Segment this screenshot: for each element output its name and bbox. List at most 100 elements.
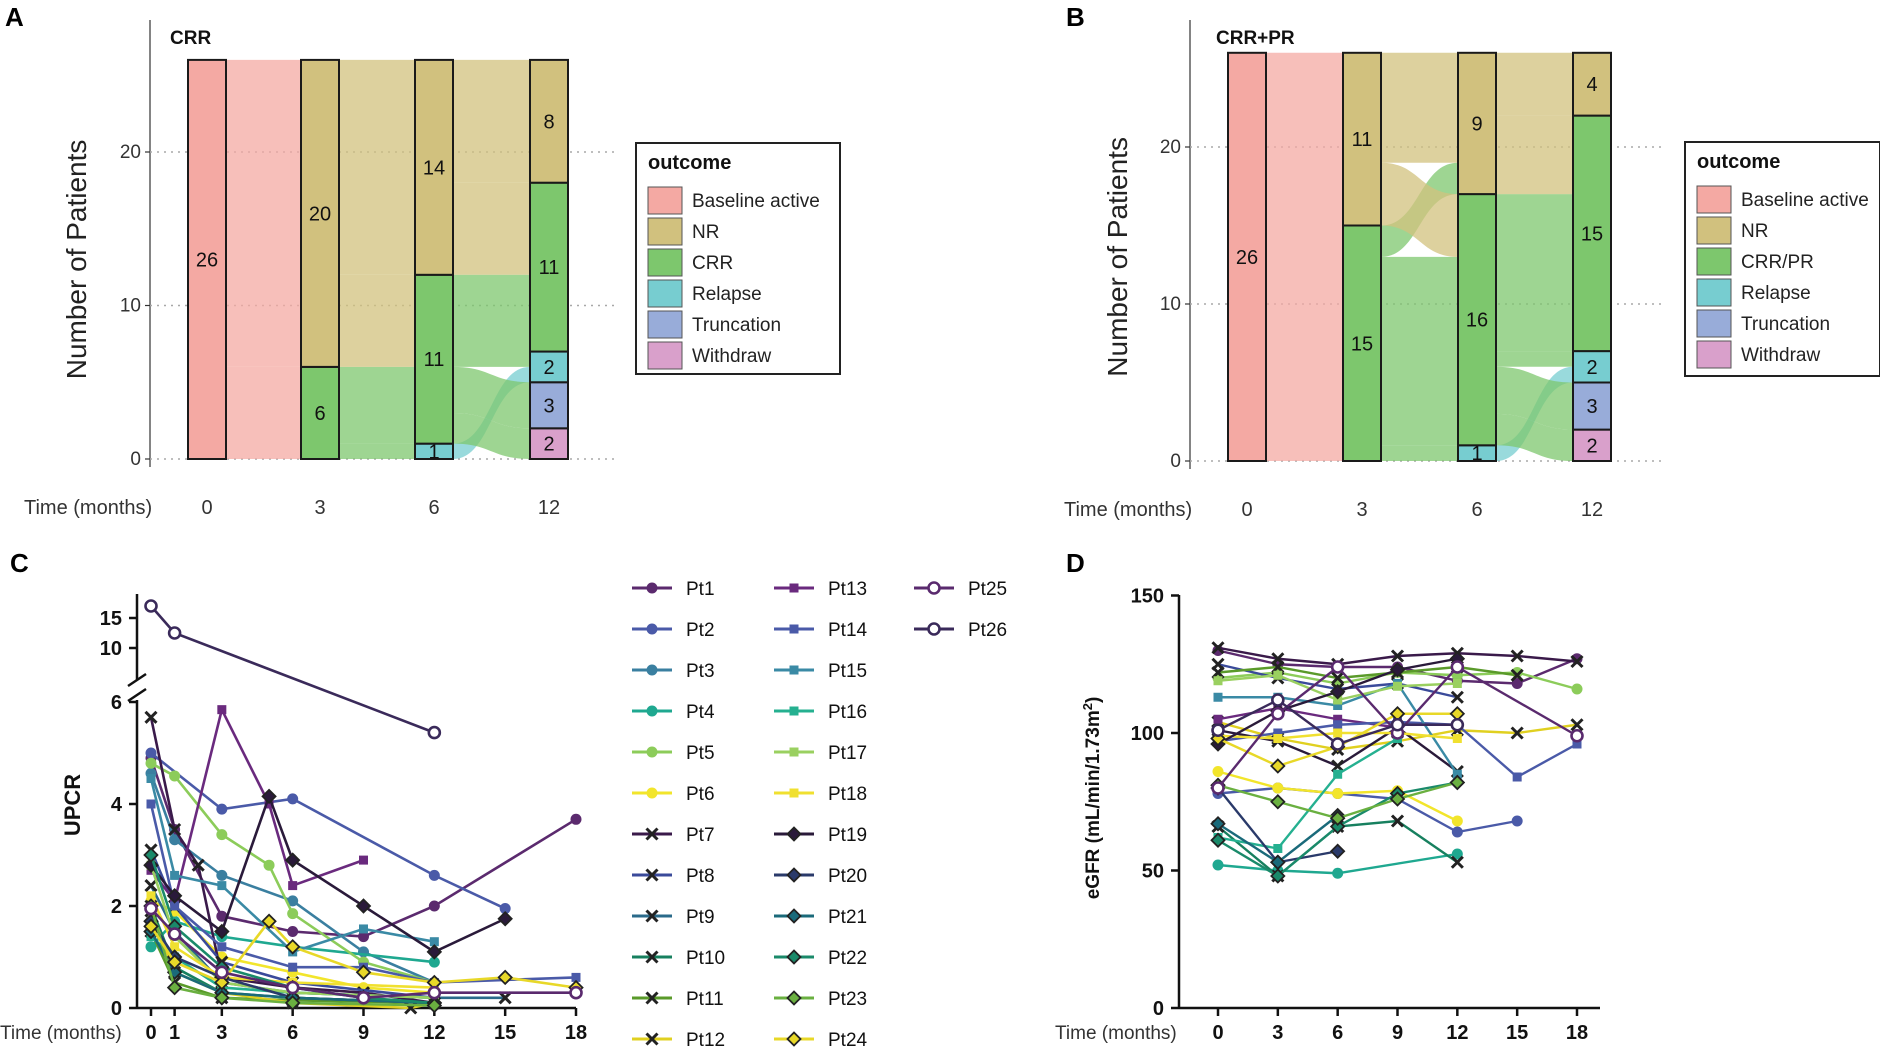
- x-axis-title: Time (months): [1055, 1023, 1177, 1044]
- flow-band: [339, 443, 415, 459]
- data-point: [1450, 690, 1464, 704]
- flow-band: [1266, 225, 1343, 461]
- legend-label: Relapse: [1741, 283, 1811, 304]
- data-point: [1450, 660, 1465, 674]
- legend-item: Pt12: [632, 1030, 725, 1047]
- data-point: [143, 847, 159, 863]
- data-point: [497, 910, 513, 927]
- x-tick-label: 9: [358, 1022, 369, 1044]
- data-point: [1273, 670, 1283, 680]
- legend-label: Withdraw: [692, 346, 771, 367]
- legend-label: Relapse: [692, 284, 762, 305]
- flow-band: [339, 366, 415, 444]
- data-point: [1452, 679, 1462, 688]
- data-point: [1510, 726, 1524, 740]
- y-tick-label: 10: [100, 638, 122, 660]
- data-point: [1211, 665, 1225, 680]
- data-point: [570, 813, 582, 825]
- data-point: [214, 923, 230, 940]
- legend-item: Pt6: [632, 784, 715, 805]
- data-point: [170, 901, 180, 911]
- stratum-bar: [529, 381, 569, 430]
- legend-marker: [786, 990, 802, 1006]
- data-point: [144, 599, 158, 613]
- data-point: [1390, 649, 1405, 663]
- data-point: [1272, 782, 1284, 794]
- data-point: [1511, 678, 1523, 689]
- data-point: [1333, 714, 1343, 724]
- y-tick-label: 150: [1131, 586, 1164, 608]
- data-point: [216, 910, 228, 922]
- data-point: [214, 990, 230, 1006]
- legend-item: Pt13: [774, 579, 867, 600]
- legend-marker: [789, 583, 799, 593]
- legend-label: Pt16: [828, 702, 867, 723]
- stratum-bar: [1227, 51, 1267, 463]
- legend-label: Pt2: [686, 620, 715, 641]
- data-point: [216, 803, 228, 815]
- data-point: [1270, 793, 1286, 810]
- data-point: [1330, 660, 1345, 674]
- legend-label: Withdraw: [1741, 345, 1820, 366]
- legend-marker: [789, 665, 799, 675]
- legend-item: Pt4: [632, 702, 715, 723]
- axis-break-mark: [127, 687, 147, 703]
- data-point: [427, 985, 442, 1000]
- legend-swatch: [647, 279, 683, 308]
- flow-band: [1496, 115, 1573, 195]
- y-tick-label: 0: [130, 449, 141, 470]
- legend-item: Pt8: [632, 866, 715, 887]
- data-point: [1333, 701, 1343, 710]
- data-point: [146, 774, 156, 783]
- legend-marker: [786, 826, 802, 842]
- series-line-pt15: [149, 778, 435, 954]
- data-point: [167, 927, 182, 941]
- legend-marker: [645, 827, 659, 841]
- x-tick-label: 15: [1506, 1022, 1528, 1044]
- legend-label: Pt5: [686, 743, 715, 764]
- legend-label: Pt26: [968, 620, 1007, 641]
- data-point: [146, 799, 156, 809]
- legend-label: Pt7: [686, 825, 715, 846]
- x-tick-label: 3: [1356, 499, 1367, 521]
- legend-item: Pt7: [632, 825, 715, 846]
- x-tick-label: 12: [538, 497, 560, 519]
- stratum-count: 3: [1586, 396, 1597, 418]
- data-point: [1213, 714, 1223, 724]
- x-tick-label: 0: [201, 497, 212, 519]
- data-point: [168, 822, 182, 837]
- data-point: [1213, 692, 1223, 702]
- legend-label: NR: [1741, 221, 1768, 242]
- legend-label: Pt9: [686, 907, 715, 928]
- legend-marker: [786, 1031, 802, 1047]
- legend-item: Pt2: [632, 620, 715, 641]
- y-tick-label: 20: [120, 142, 141, 163]
- legend-item: Pt22: [774, 948, 867, 969]
- legend-marker: [786, 908, 802, 924]
- data-point: [499, 903, 511, 915]
- data-point: [284, 852, 301, 868]
- x-tick-label: 9: [1392, 1022, 1403, 1044]
- data-point: [1212, 766, 1224, 777]
- x-axis-title: Time (months): [24, 497, 152, 519]
- x-tick-label: 1: [169, 1022, 180, 1044]
- stratum-count: 11: [539, 257, 560, 279]
- flow-band: [1381, 445, 1458, 461]
- legend-marker: [786, 949, 802, 965]
- stratum-count: 2: [543, 434, 554, 456]
- legend-item: Pt19: [774, 825, 867, 846]
- legend-marker: [789, 788, 799, 798]
- data-point: [1211, 723, 1225, 738]
- legend-item: Pt20: [774, 866, 867, 887]
- data-point: [145, 757, 157, 769]
- data-point: [1333, 695, 1343, 705]
- data-point: [261, 913, 277, 930]
- flow-band: [1496, 366, 1573, 430]
- chart-title: CRR+PR: [1216, 28, 1295, 49]
- data-point: [170, 870, 180, 880]
- series-line-pt26: [150, 605, 435, 734]
- panel-d-egfr-line-chart: D 0 50 100 150 0 3 6 9 12 15 18 Time (months) eGFR (m…: [1055, 548, 1600, 1044]
- data-point: [191, 858, 205, 872]
